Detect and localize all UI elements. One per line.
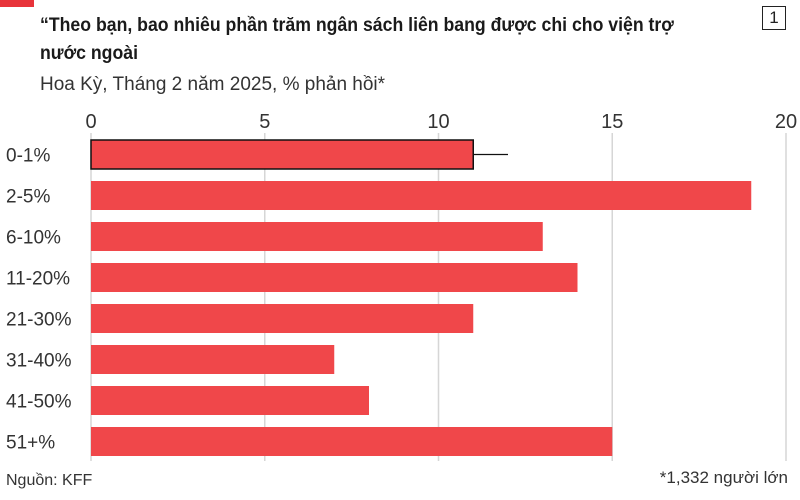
- brand-accent-bar: [0, 0, 34, 7]
- x-tick-label: 0: [85, 111, 96, 133]
- chart-subtitle: Hoa Kỳ, Tháng 2 năm 2025, % phản hồi*: [40, 74, 386, 95]
- category-label: 2-5%: [6, 187, 50, 208]
- bar: [91, 263, 578, 292]
- category-label: 51+%: [6, 433, 55, 454]
- bar: [91, 181, 752, 210]
- x-tick-label: 5: [259, 111, 270, 133]
- bar: [91, 345, 335, 374]
- category-label: 11-20%: [6, 269, 70, 290]
- bar: [91, 427, 613, 456]
- x-tick-label: 15: [601, 111, 623, 133]
- category-label: 41-50%: [6, 392, 72, 413]
- x-tick-label: 10: [427, 111, 449, 133]
- category-label: 21-30%: [6, 310, 72, 331]
- sample-footnote: *1,332 người lớn: [659, 468, 788, 487]
- category-label: 0-1%: [6, 146, 50, 167]
- bar: [90, 139, 474, 170]
- bar: [91, 222, 543, 251]
- bar: [91, 386, 369, 415]
- chart-title: “Theo bạn, bao nhiêu phần trăm ngân sách…: [40, 15, 674, 64]
- bar: [91, 304, 474, 333]
- source-note: Nguồn: KFF: [6, 472, 93, 489]
- category-label: 31-40%: [6, 351, 72, 372]
- page-number-badge: 1: [762, 6, 786, 30]
- x-tick-label: 20: [775, 111, 797, 133]
- category-label: 6-10%: [6, 228, 61, 249]
